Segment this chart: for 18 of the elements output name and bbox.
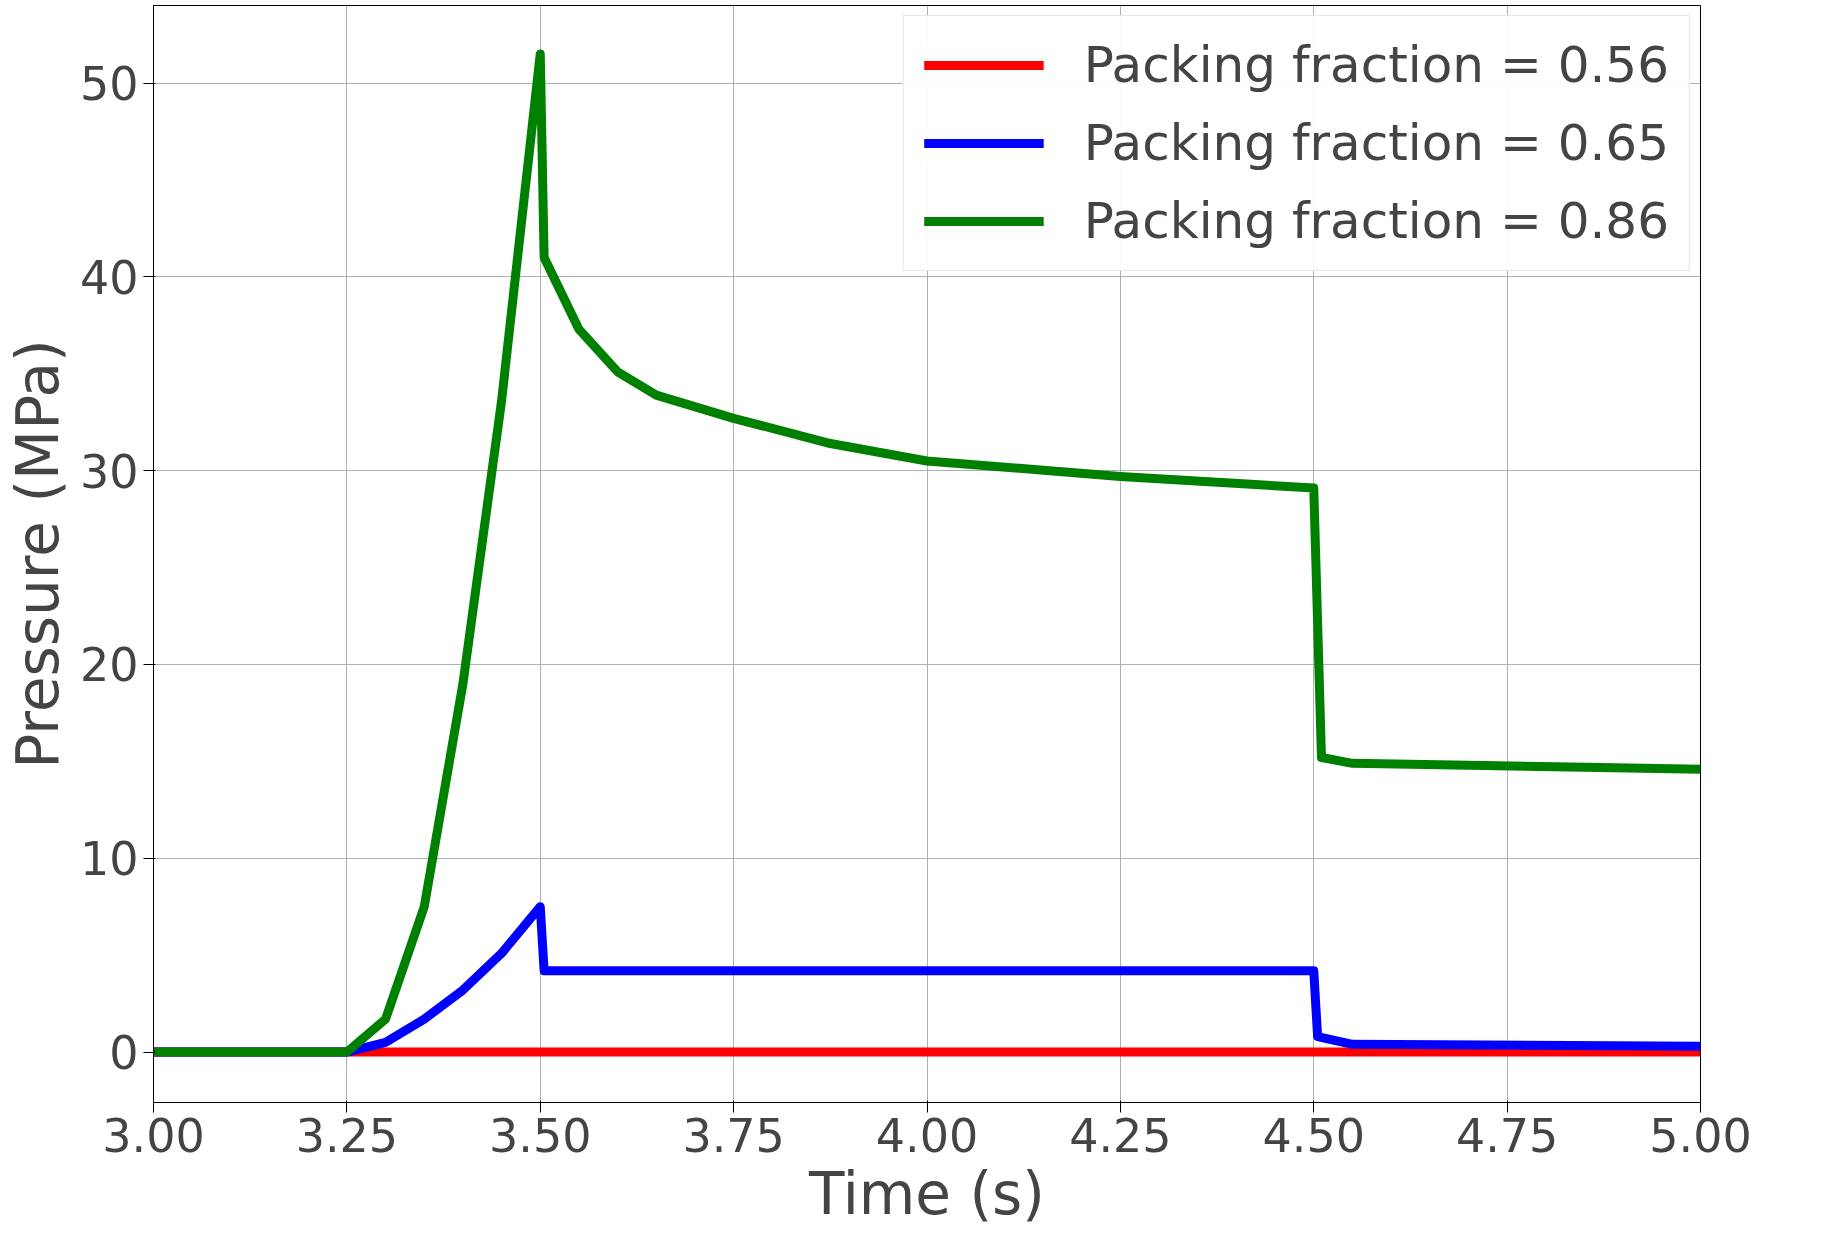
legend-label: Packing fraction = 0.56 <box>1083 36 1669 94</box>
y-tick-label: 0 <box>109 1026 139 1081</box>
x-tick-label: 5.00 <box>1649 1108 1752 1163</box>
y-tick-label: 40 <box>79 250 139 305</box>
y-axis-title: Pressure (MPa) <box>3 339 72 769</box>
x-tick-label: 4.25 <box>1069 1108 1172 1163</box>
y-tick-label: 20 <box>79 638 139 693</box>
x-tick-label: 3.50 <box>489 1108 592 1163</box>
x-tick-label: 4.75 <box>1455 1108 1559 1163</box>
legend-label: Packing fraction = 0.65 <box>1083 114 1669 172</box>
x-tick-label: 3.25 <box>295 1108 399 1163</box>
legend-label: Packing fraction = 0.86 <box>1083 192 1669 250</box>
y-tick-label: 30 <box>79 444 139 499</box>
x-tick-label: 3.00 <box>102 1108 205 1163</box>
y-tick-label: 50 <box>79 57 139 112</box>
x-tick-label: 3.75 <box>682 1108 785 1163</box>
y-tick-label: 10 <box>79 832 139 887</box>
x-tick-label: 4.50 <box>1262 1108 1365 1163</box>
